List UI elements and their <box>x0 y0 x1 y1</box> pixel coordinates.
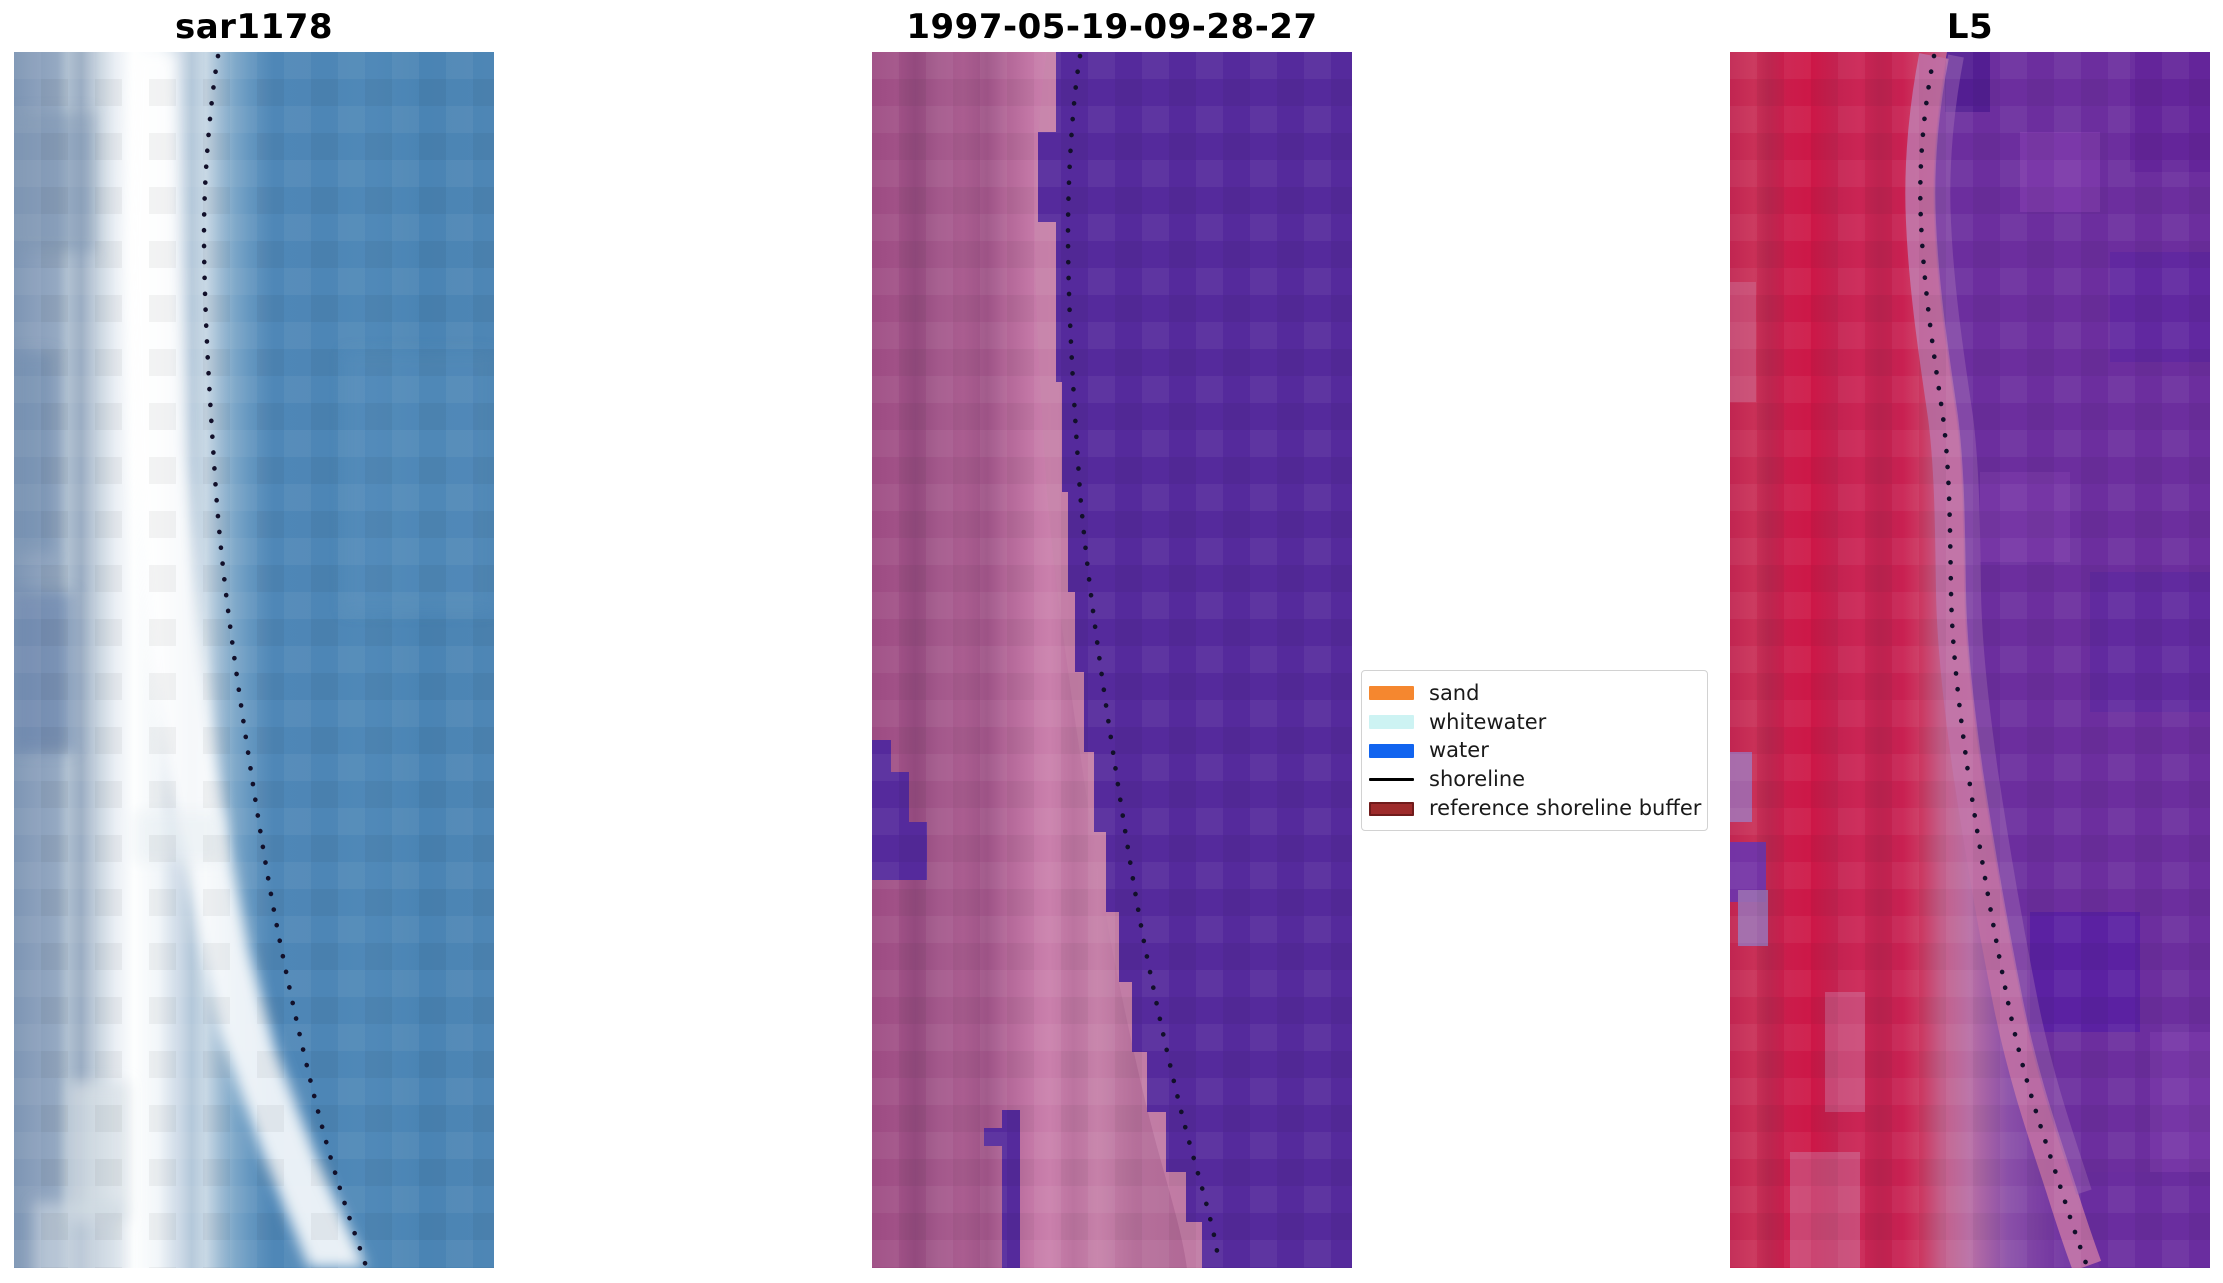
panel-sar1178 <box>14 52 494 1268</box>
panel-title-date: 1997-05-19-09-28-27 <box>906 7 1318 47</box>
panel-classified <box>872 52 1352 1268</box>
legend-swatch-water <box>1369 743 1414 758</box>
legend-swatch-reference-buffer <box>1369 801 1414 816</box>
sar-pixelation-overlay <box>14 52 494 1268</box>
legend: sand whitewater water shoreline referenc… <box>1361 670 1708 831</box>
shoreline-dots <box>201 53 369 1268</box>
legend-swatch-sand <box>1369 686 1414 701</box>
legend-label-water: water <box>1429 738 1489 763</box>
legend-label-whitewater: whitewater <box>1429 709 1547 734</box>
panel-title-sar1178: sar1178 <box>174 7 334 47</box>
l5-image <box>1730 52 2210 1268</box>
legend-swatch-whitewater <box>1369 715 1414 730</box>
panel-title-l5: L5 <box>1946 7 1994 47</box>
shoreline-dots <box>1065 53 1222 1268</box>
legend-label-reference-buffer: reference shoreline buffer <box>1429 796 1702 821</box>
legend-label-sand: sand <box>1429 680 1480 705</box>
legend-item-water: water <box>1369 737 1707 766</box>
legend-item-whitewater: whitewater <box>1369 708 1707 737</box>
legend-label-shoreline: shoreline <box>1429 767 1526 792</box>
legend-swatch-shoreline-line <box>1369 778 1414 782</box>
classification-image <box>872 52 1352 1268</box>
legend-item-shoreline: shoreline <box>1369 765 1707 794</box>
legend-item-reference-shoreline-buffer: reference shoreline buffer <box>1369 794 1707 823</box>
sar-image <box>14 52 494 1268</box>
panel-l5 <box>1730 52 2210 1268</box>
legend-item-sand: sand <box>1369 679 1707 708</box>
l5-pixelation-overlay <box>1730 52 2210 1268</box>
classified-pixelation-overlay <box>872 52 1352 1268</box>
